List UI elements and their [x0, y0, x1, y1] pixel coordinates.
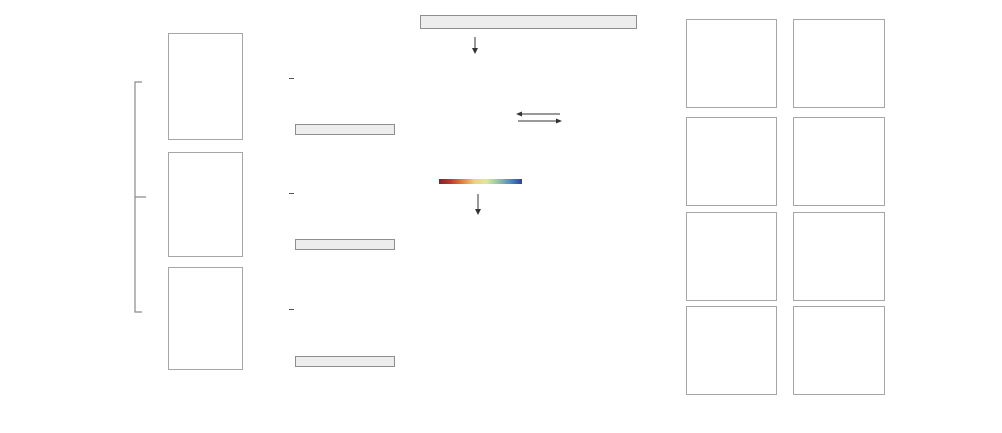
- topview-plot-row4: [686, 306, 777, 395]
- panel-b-row1-label: [135, 29, 159, 144]
- sideview-plot-row3: [793, 212, 885, 301]
- heatmap-3-ytick: [289, 309, 294, 310]
- down-arrow-icon: [472, 37, 478, 54]
- behavior-atlas-scatter: [444, 232, 604, 390]
- topview-plot-row3: [686, 212, 777, 301]
- heatmap-2-ytick: [289, 193, 294, 194]
- panel-a-group2-label: [1, 285, 13, 315]
- row1-sideview-axis: [780, 53, 792, 73]
- selection-bracket: [134, 81, 146, 313]
- row2-topview-axis: [673, 151, 685, 171]
- behavior-timeline-bar: [420, 15, 637, 29]
- sideview-plot-row1: [793, 19, 885, 108]
- embedding-arrow-icon: [475, 194, 481, 215]
- sideview-plot-row4: [793, 306, 885, 395]
- heatmap-2: [295, 152, 395, 235]
- row4-topview-axis: [673, 340, 685, 360]
- row3-topview-axis: [673, 246, 685, 266]
- mouse-photo-row1: [897, 19, 1000, 108]
- mouse-photo-row2: [897, 117, 1000, 206]
- topview-plot-row2: [686, 117, 777, 206]
- row3-sideview-axis: [780, 246, 792, 266]
- row2-sideview-axis: [780, 151, 792, 171]
- row-label-anogenital-sniffing: [655, 106, 667, 216]
- segmentation-bar-2: [295, 239, 395, 250]
- mouse-photo-row4: [897, 306, 1000, 395]
- row4-sideview-axis: [780, 340, 792, 360]
- mouse-photo-row3: [897, 212, 1000, 301]
- panel-b-plot-1: [168, 33, 243, 140]
- atlas-ylabel: [427, 267, 439, 347]
- encode-decode-arrows-icon: [516, 111, 562, 124]
- distance-colorbar: [439, 179, 522, 184]
- heatmap-1: [295, 37, 395, 120]
- heatmap-1-ytick: [289, 78, 294, 79]
- row-label-chasing-contact: [655, 8, 667, 118]
- umap-ylabel: [422, 87, 434, 147]
- panel-b-row2-label: [143, 159, 155, 249]
- sideview-plot-row2: [793, 117, 885, 206]
- resmlp-network-icon: [553, 82, 625, 162]
- panel-b-plot-2: [168, 152, 243, 257]
- segmentation-bar-3: [295, 356, 395, 367]
- heatmap-3: [295, 267, 395, 352]
- panel-b-row3-label: [143, 273, 155, 363]
- panel-b-plot-3: [168, 267, 243, 370]
- umap-scatter: [437, 69, 522, 166]
- panel-a-group1-label: [1, 90, 13, 120]
- row-label-back-touching: [655, 295, 667, 405]
- segmentation-bar-1: [295, 124, 395, 135]
- row1-topview-axis: [673, 53, 685, 73]
- topview-plot-row1: [686, 19, 777, 108]
- trajectories-plot: [16, 13, 126, 397]
